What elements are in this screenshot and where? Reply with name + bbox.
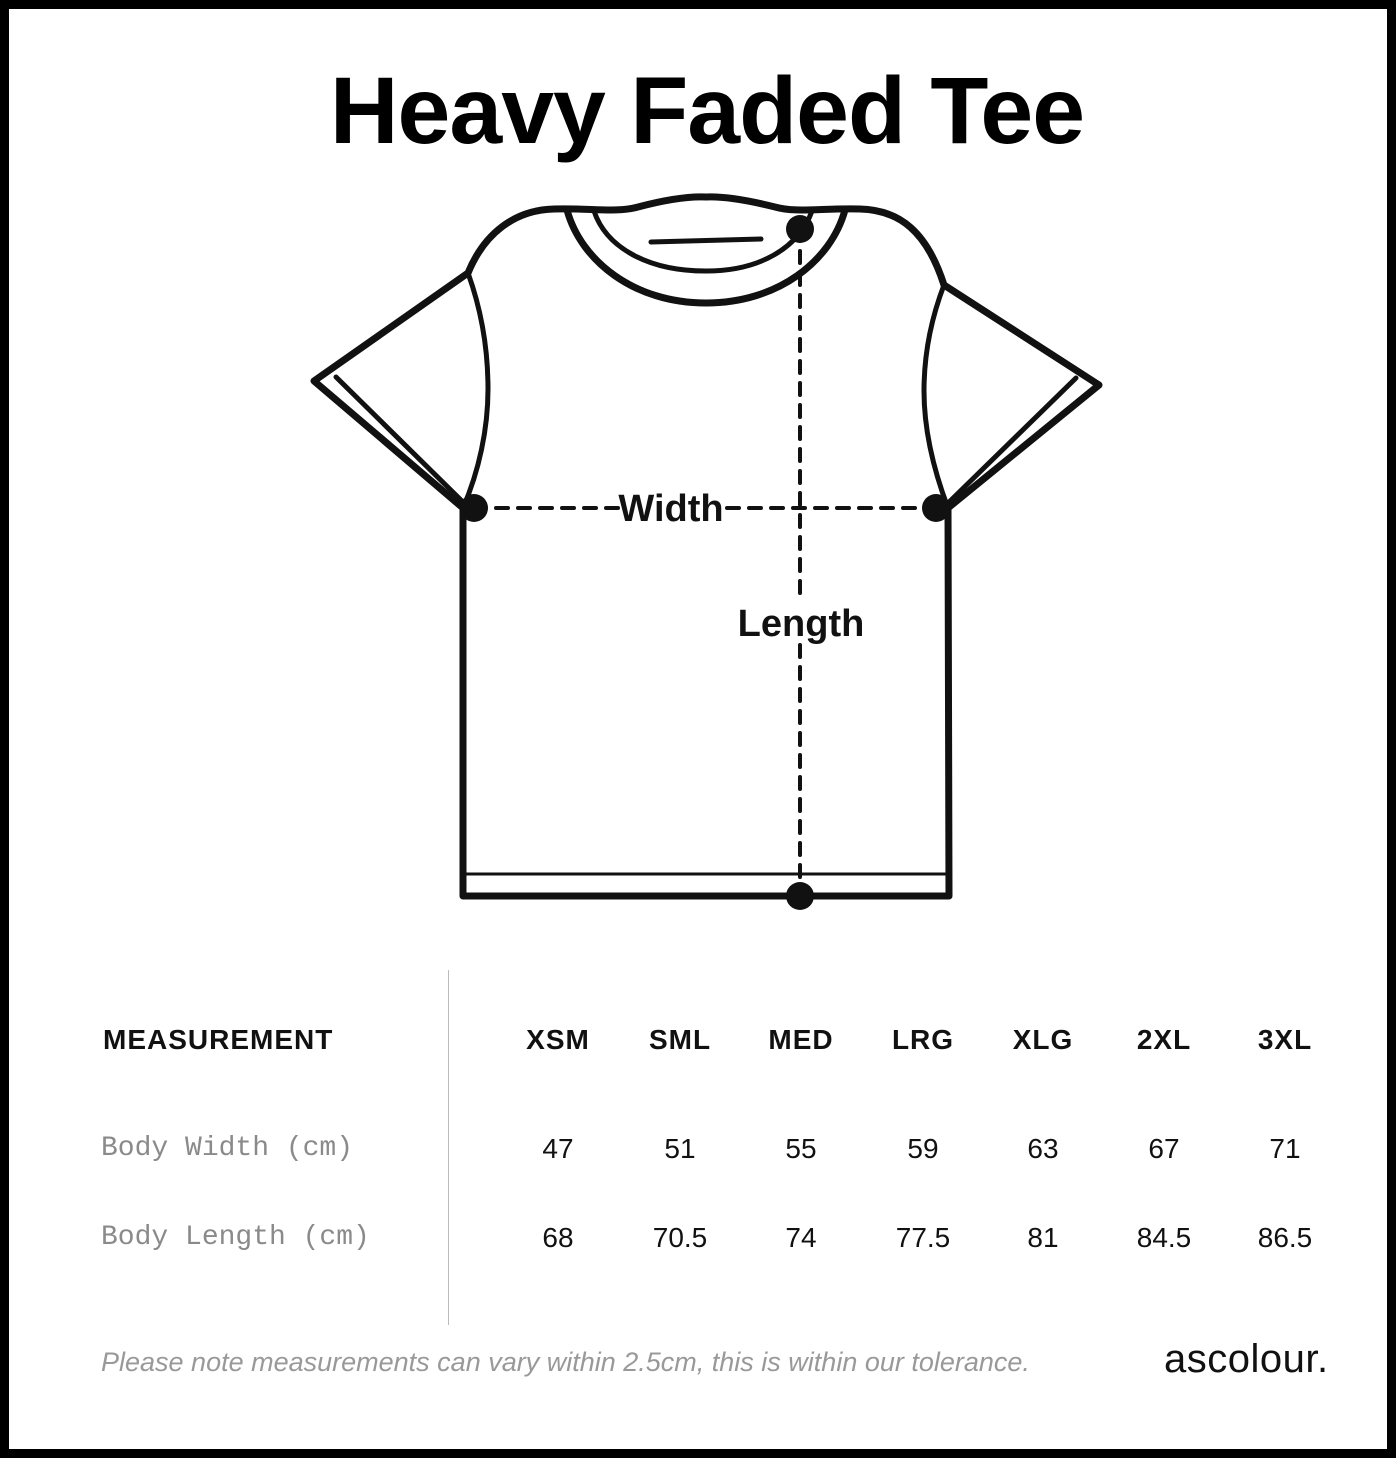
svg-text:Width: Width — [618, 488, 723, 530]
svg-text:Length: Length — [738, 603, 865, 645]
